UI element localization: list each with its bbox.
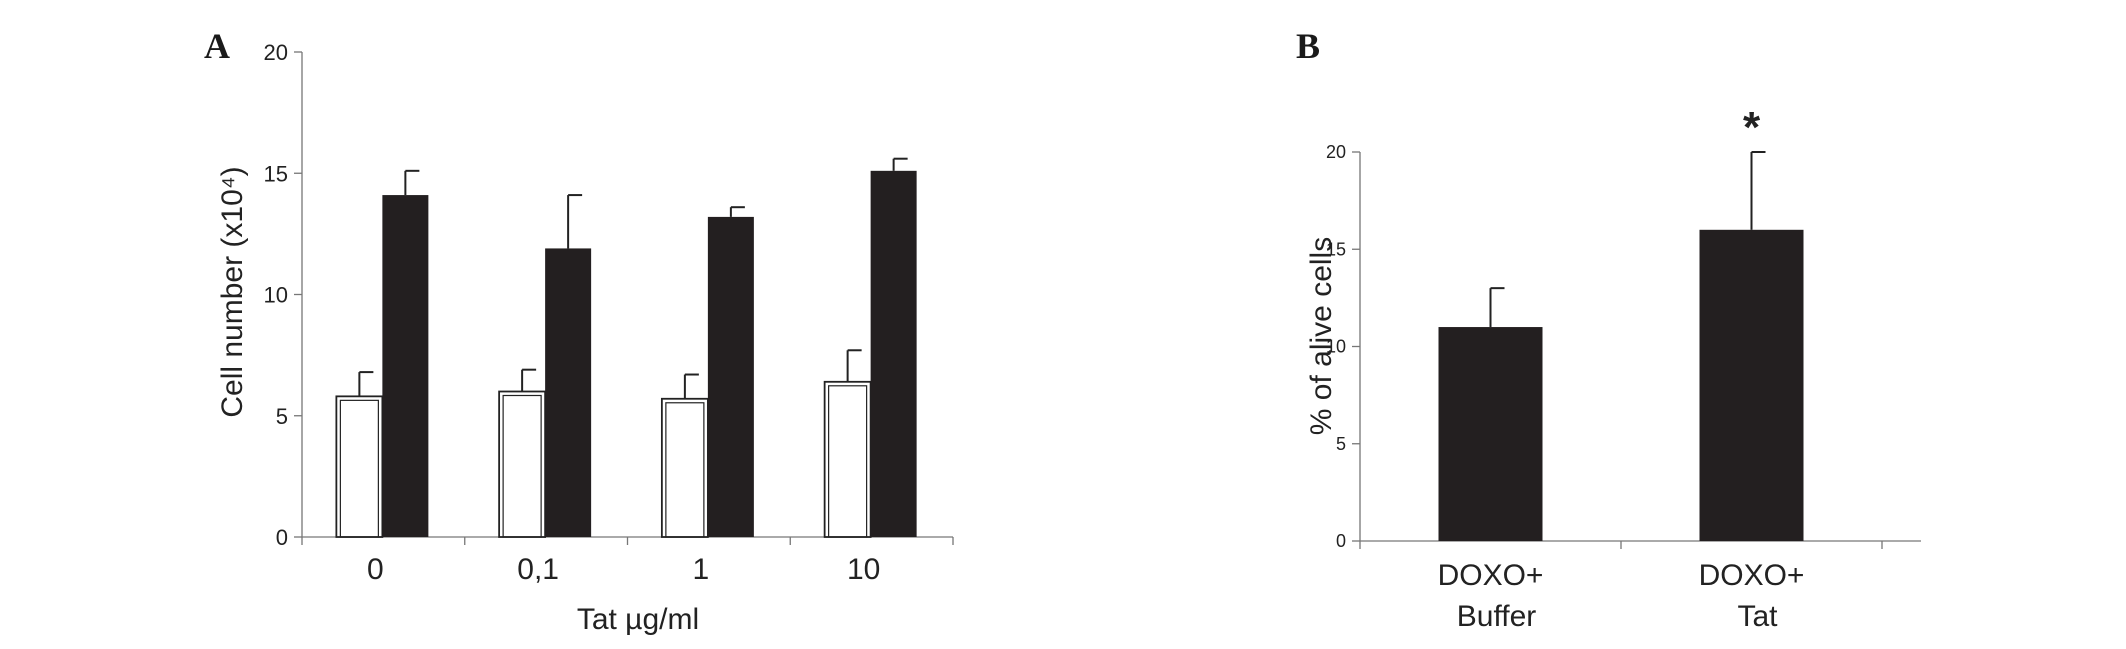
panel-a-x-tick-label: 10 [847, 553, 880, 586]
panel-a-x-tick-label: 1 [693, 553, 710, 586]
panel-b-x-tick-label: DOXO+ [1699, 559, 1805, 592]
panel-a-bar-filled [707, 206, 754, 537]
panel-b-y-axis-title: % of alive cells [1305, 237, 1338, 435]
panel-b-x-tick-label: DOXO+ [1438, 559, 1544, 592]
panel-b-label: B [1296, 26, 1320, 66]
panel-b-y-tick-label: 20 [1326, 142, 1346, 162]
panel-b-y-tick-label: 0 [1336, 531, 1346, 551]
panel-b-chart: B 0 5 10 15 20 DOXO+ Buffer DOXO+ Tat * % of al… [1296, 26, 1921, 633]
bar-rect [870, 170, 917, 537]
panel-a-bar-filled [382, 169, 429, 537]
panel-a-y-axis: 0 5 10 15 20 [264, 40, 303, 550]
panel-a-y-tick-label: 10 [264, 283, 288, 308]
panel-b-y-tick-label: 15 [1326, 239, 1346, 259]
panel-a-x-axis: 0 0,1 1 10 [301, 536, 954, 586]
bar-rect [1438, 327, 1543, 541]
panel-a-bar-outline [498, 368, 547, 538]
panel-a-y-axis-title: Cell number (x10⁴) [216, 166, 249, 417]
bar-rect [707, 216, 754, 537]
panel-a-x-axis-title: Tat µg/ml [577, 603, 699, 636]
bar-rect [382, 195, 429, 537]
bar-rect [545, 248, 592, 538]
panel-b-x-tick-label: Buffer [1457, 600, 1537, 633]
panel-b-x-tick-label: Tat [1737, 600, 1778, 633]
bar-inner [828, 385, 868, 538]
panel-b-y-tick-label: 5 [1336, 434, 1346, 454]
panel-b-y-axis: 0 5 10 15 20 [1326, 142, 1361, 551]
panel-a-bar-outline [335, 371, 384, 538]
panel-a-bar-filled [870, 157, 917, 537]
panel-a-x-tick-label: 0 [367, 553, 384, 586]
significance-asterisk: * [1743, 103, 1761, 152]
panel-a-y-tick-label: 0 [276, 525, 288, 550]
panel-b-x-axis: DOXO+ Buffer DOXO+ Tat [1359, 540, 1921, 633]
panel-b-bar [1438, 287, 1543, 541]
bar-outer [660, 397, 709, 538]
panel-a-y-tick-label: 15 [264, 161, 288, 186]
panel-b-y-tick-label: 10 [1326, 337, 1346, 357]
panel-a-y-tick-label: 20 [264, 40, 288, 65]
bar-outer [335, 395, 384, 538]
panel-a-bars [335, 157, 917, 538]
panel-a-x-tick-label: 0,1 [517, 553, 559, 586]
bar-inner [665, 402, 705, 538]
bar-outer [498, 390, 547, 538]
bar-inner [339, 399, 379, 538]
panel-a-y-tick-label: 5 [276, 404, 288, 429]
panel-a-bar-outline [823, 349, 872, 538]
panel-a-bar-outline [660, 373, 709, 538]
bar-inner [502, 394, 542, 538]
panel-a-label: A [204, 26, 230, 66]
panel-b-bar [1699, 151, 1804, 542]
panel-a-chart: A 0 5 10 15 20 0 0,1 1 10 Cell number (x10⁴) Ta… [204, 26, 954, 636]
panel-a-bar-filled [545, 194, 592, 538]
panel-b-bars: * [1438, 103, 1804, 542]
bar-outer [823, 380, 872, 538]
bar-rect [1699, 229, 1804, 542]
